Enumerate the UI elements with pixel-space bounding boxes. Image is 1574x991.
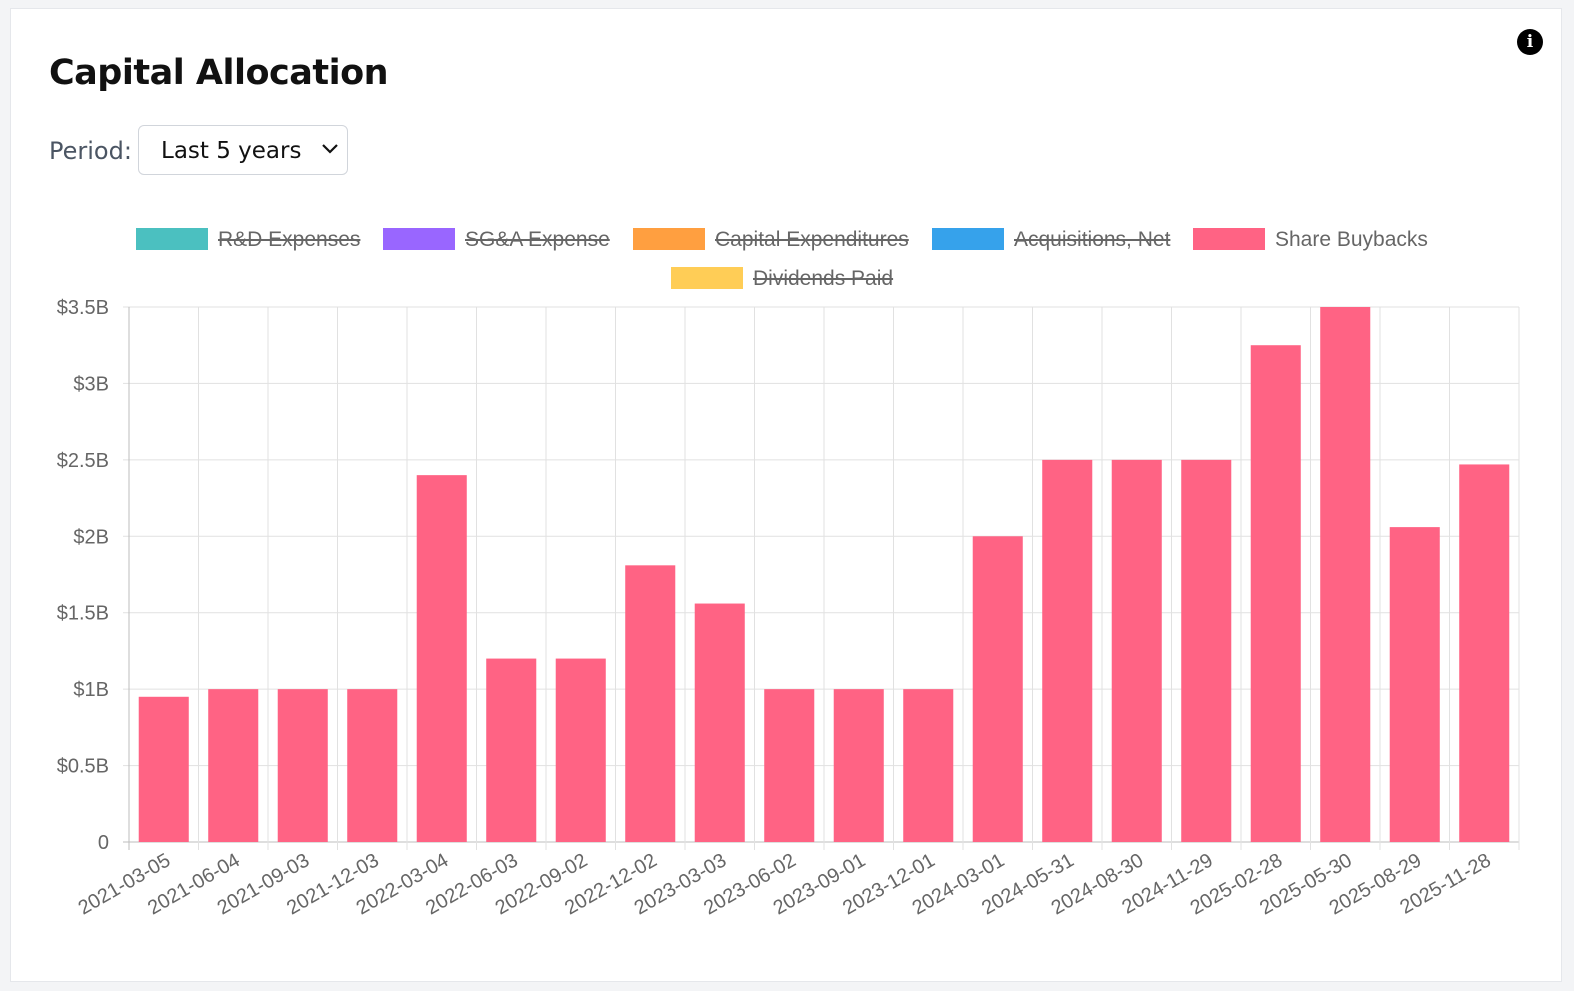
bar <box>1389 527 1440 842</box>
bar <box>138 696 189 842</box>
bar <box>1250 345 1301 842</box>
chevron-down-icon <box>322 144 338 154</box>
y-tick-label: $2.5B <box>57 450 109 472</box>
y-tick-label: 0 <box>98 832 109 854</box>
y-tick-label: $3B <box>73 373 109 395</box>
bar <box>1181 459 1232 842</box>
bar <box>625 565 676 842</box>
period-select-value: Last 5 years <box>161 138 302 164</box>
bar <box>833 689 884 842</box>
y-tick-label: $2B <box>73 526 109 548</box>
bar <box>555 658 606 842</box>
bar <box>486 658 537 842</box>
legend-swatch <box>136 228 208 250</box>
bar <box>972 536 1023 842</box>
bar <box>1111 459 1162 842</box>
bar <box>277 689 328 842</box>
bar <box>903 689 954 842</box>
legend-swatch <box>383 228 455 250</box>
bar <box>1459 464 1510 842</box>
legend-swatch <box>633 228 705 250</box>
bar <box>1320 307 1371 842</box>
legend-label: R&D Expenses <box>218 228 361 251</box>
bar <box>347 689 398 842</box>
y-tick-label: $0.5B <box>57 756 109 778</box>
legend-label: SG&A Expense <box>465 228 610 251</box>
y-tick-label: $3.5B <box>57 297 109 319</box>
card-title: Capital Allocation <box>49 53 389 93</box>
period-select[interactable]: Last 5 years <box>138 125 348 175</box>
period-label: Period: <box>49 137 132 165</box>
bar <box>764 689 815 842</box>
legend-label: Dividends Paid <box>753 267 894 290</box>
legend-label: Capital Expenditures <box>715 228 909 251</box>
legend-label: Acquisitions, Net <box>1014 228 1171 251</box>
legend-swatch <box>932 228 1004 250</box>
y-tick-label: $1.5B <box>57 603 109 625</box>
legend-swatch <box>671 267 743 289</box>
y-tick-label: $1B <box>73 679 109 701</box>
legend-label: Share Buybacks <box>1275 228 1428 251</box>
bar <box>208 689 259 842</box>
bar <box>694 603 745 842</box>
bar <box>416 475 467 842</box>
legend-swatch <box>1193 228 1265 250</box>
bar <box>1042 459 1093 842</box>
info-icon[interactable]: i <box>1517 29 1543 55</box>
